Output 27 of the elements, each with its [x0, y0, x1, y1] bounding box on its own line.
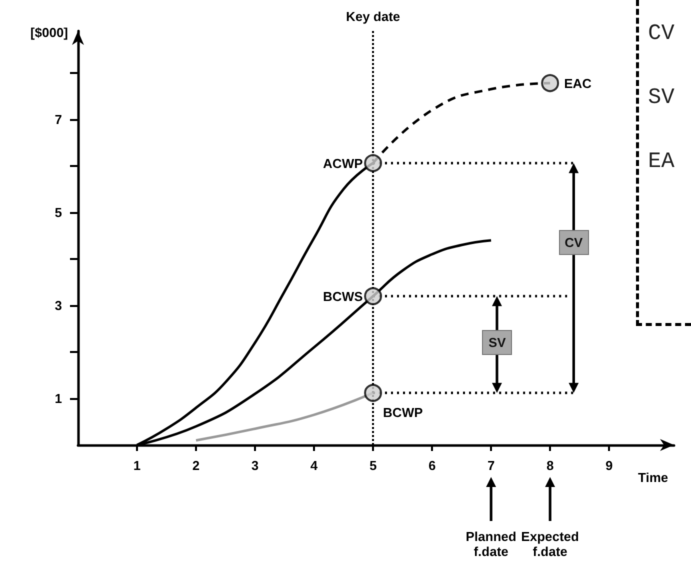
- annotation: BCWP: [383, 405, 423, 420]
- x-tick-label: 5: [369, 458, 377, 473]
- x-tick-label: 4: [310, 458, 318, 473]
- x-tick-label: 9: [605, 458, 613, 473]
- x-tick-label: 8: [546, 458, 554, 473]
- annotation: CV: [648, 20, 674, 46]
- y-tick-label: 1: [54, 390, 62, 406]
- y-tick-label: 5: [54, 204, 62, 220]
- x-axis-title: Time: [638, 470, 668, 485]
- annotation: SV: [482, 330, 512, 356]
- ref-line-label: Key date: [346, 9, 400, 24]
- x-tick-label: 6: [428, 458, 436, 473]
- y-tick-label: 3: [54, 298, 62, 313]
- x-tick-label: 3: [251, 458, 259, 473]
- y-axis-title: [$000]: [30, 25, 68, 40]
- text: Planned f.date: [466, 529, 516, 559]
- annotation: SV: [648, 84, 674, 110]
- annotation: ACWP: [323, 156, 363, 171]
- annotation: BCWS: [323, 288, 363, 304]
- x-tick-label: 1: [133, 458, 141, 473]
- annotation: EA: [648, 148, 674, 174]
- y-tick-label: 7: [54, 112, 62, 127]
- annotation: EAC: [564, 76, 592, 91]
- annotation: CV: [558, 230, 589, 256]
- x-tick-label: 7: [487, 458, 495, 473]
- text: Expected f.date: [521, 529, 579, 559]
- x-tick-label: 2: [192, 458, 200, 473]
